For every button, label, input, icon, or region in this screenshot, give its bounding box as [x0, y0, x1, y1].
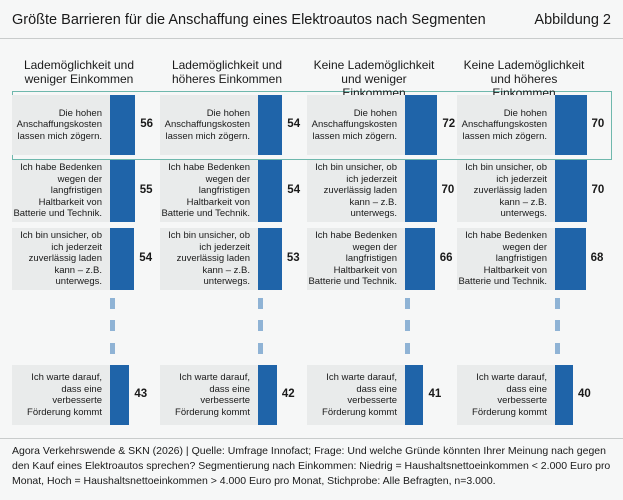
- ellipsis-mark: [110, 343, 115, 354]
- bar: [405, 95, 438, 155]
- answer-label: Die hohen Anschaffungskosten lassen mich…: [160, 95, 258, 155]
- bar: [405, 228, 435, 290]
- bar: [405, 160, 437, 222]
- figure-number: Abbildung 2: [534, 12, 611, 28]
- answer-label: Ich habe Bedenken wegen der langfristige…: [160, 160, 258, 222]
- answer-label: Ich bin unsicher, ob ich jederzeit zuver…: [12, 228, 110, 290]
- value-label: 53: [286, 252, 300, 264]
- bar: [555, 365, 573, 425]
- value-label: 70: [591, 184, 605, 196]
- bar: [110, 228, 135, 290]
- answer-label: Ich warte darauf, dass eine verbesserte …: [307, 365, 405, 425]
- value-label: 42: [281, 388, 295, 400]
- bar: [110, 365, 130, 425]
- answer-label: Die hohen Anschaffungskosten lassen mich…: [457, 95, 555, 155]
- separator: [0, 38, 623, 39]
- bar: [555, 160, 587, 222]
- value-label: 56: [140, 118, 153, 130]
- figure-title: Größte Barrieren für die Anschaffung ein…: [12, 12, 486, 28]
- ellipsis-mark: [405, 320, 410, 331]
- bar: [555, 228, 586, 290]
- value-label: 70: [591, 118, 605, 130]
- value-label: 40: [578, 388, 591, 400]
- answer-label: Ich habe Bedenken wegen der langfristige…: [457, 228, 555, 290]
- value-label: 54: [139, 252, 153, 264]
- ellipsis-mark: [110, 320, 115, 331]
- value-label: 43: [134, 388, 148, 400]
- value-label: 70: [441, 184, 455, 196]
- ellipsis-mark: [555, 343, 560, 354]
- ellipsis-mark: [405, 343, 410, 354]
- panel-title: Keine Lademöglichkeit und höheres Einkom…: [463, 58, 585, 100]
- answer-label: Ich habe Bedenken wegen der langfristige…: [12, 160, 110, 222]
- answer-label: Die hohen Anschaffungskosten lassen mich…: [307, 95, 405, 155]
- ellipsis-mark: [405, 298, 410, 309]
- answer-label: Ich warte darauf, dass eine verbesserte …: [160, 365, 258, 425]
- panel-title: Lademöglichkeit und höheres Einkommen: [171, 58, 283, 86]
- value-label: 41: [428, 388, 442, 400]
- value-label: 55: [139, 184, 153, 196]
- bar: [258, 365, 277, 425]
- answer-label: Ich warte darauf, dass eine verbesserte …: [12, 365, 110, 425]
- bar: [110, 95, 136, 155]
- value-label: 54: [287, 184, 301, 196]
- answer-label: Ich habe Bedenken wegen der langfristige…: [307, 228, 405, 290]
- source-note: Agora Verkehrswende & SKN (2026) | Quell…: [12, 445, 611, 487]
- bar: [555, 95, 587, 155]
- panel-title: Lademöglichkeit und weniger Einkommen: [23, 58, 135, 86]
- value-label: 54: [287, 118, 301, 130]
- panel-title: Keine Lademöglichkeit und weniger Einkom…: [313, 58, 435, 100]
- value-label: 68: [590, 252, 604, 264]
- value-label: 66: [439, 252, 453, 264]
- ellipsis-mark: [258, 320, 263, 331]
- bar: [258, 95, 283, 155]
- bar: [258, 228, 282, 290]
- separator: [0, 438, 623, 439]
- bar: [110, 160, 135, 222]
- answer-label: Ich warte darauf, dass eine verbesserte …: [457, 365, 555, 425]
- ellipsis-mark: [110, 298, 115, 309]
- answer-label: Die hohen Anschaffungskosten lassen mich…: [12, 95, 110, 155]
- answer-label: Ich bin unsicher, ob ich jederzeit zuver…: [457, 160, 555, 222]
- bar: [258, 160, 283, 222]
- ellipsis-mark: [555, 298, 560, 309]
- bar: [405, 365, 424, 425]
- answer-label: Ich bin unsicher, ob ich jederzeit zuver…: [307, 160, 405, 222]
- ellipsis-mark: [555, 320, 560, 331]
- ellipsis-mark: [258, 298, 263, 309]
- value-label: 72: [442, 118, 456, 130]
- answer-label: Ich bin unsicher, ob ich jederzeit zuver…: [160, 228, 258, 290]
- ellipsis-mark: [258, 343, 263, 354]
